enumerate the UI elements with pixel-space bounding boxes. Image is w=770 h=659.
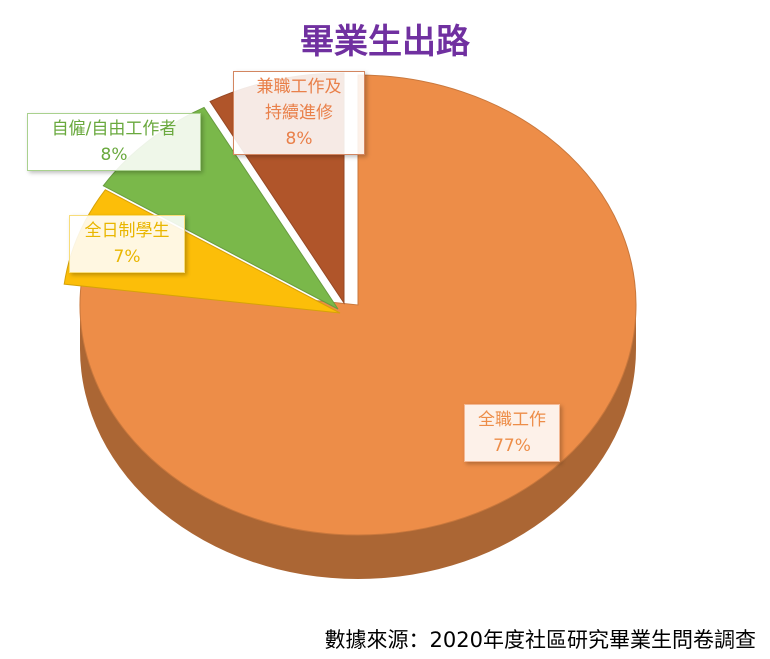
data-label-value: 8% <box>100 145 128 165</box>
data-label-category: 兼職工作及 <box>256 77 342 97</box>
data-label-value: 8% <box>285 129 313 149</box>
data-label-value: 7% <box>113 247 141 267</box>
data-label-value: 77% <box>493 436 531 456</box>
data-label-2: 自僱/自由工作者 8% <box>27 113 201 171</box>
data-label-category: 自僱/自由工作者 <box>51 119 177 139</box>
data-label-3: 兼職工作及持續進修 8% <box>233 71 365 155</box>
data-label-category: 持續進修 <box>265 103 333 123</box>
data-label-category: 全日制學生 <box>84 221 170 241</box>
pie-slice-side-0 <box>80 305 636 579</box>
chart-title: 畢業生出路 <box>300 22 470 62</box>
data-label-0: 全職工作 77% <box>464 404 560 462</box>
data-label-category: 全職工作 <box>478 410 546 430</box>
source-note: 數據來源：2020年度社區研究畢業生問卷調查 <box>324 628 756 652</box>
data-label-1: 全日制學生 7% <box>69 215 185 273</box>
